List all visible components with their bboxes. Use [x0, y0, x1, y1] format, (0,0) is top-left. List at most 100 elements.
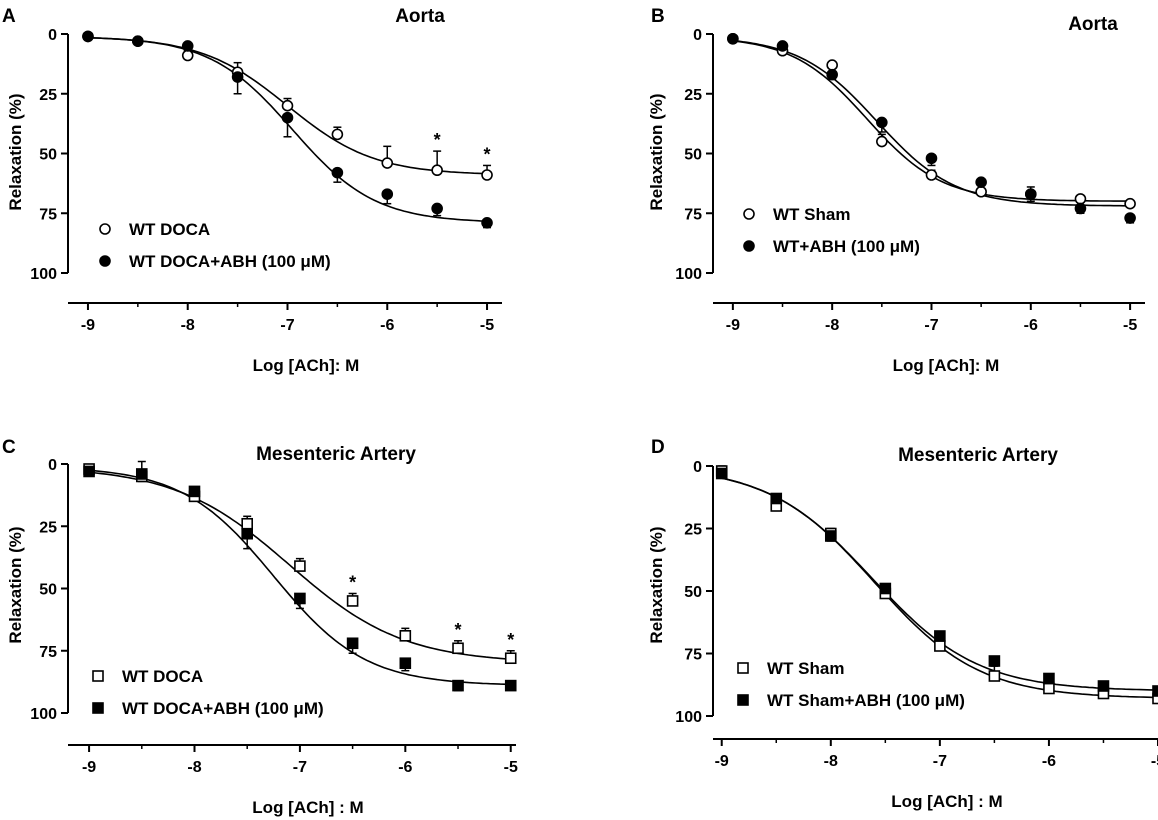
x-tick-label: -8 — [187, 759, 201, 776]
y-tick-label: 25 — [39, 87, 57, 104]
x-tick-label: -7 — [293, 759, 307, 776]
significance-asterisk: * — [349, 572, 356, 592]
chart-panel-b: B Aorta Relaxation (%) Log [ACh]: M 0 25 5… — [647, 6, 1145, 375]
legend-label: WT DOCA+ABH (100 μM) — [129, 252, 331, 271]
data-point-treated — [188, 485, 201, 498]
legend-marker — [99, 255, 111, 267]
y-tick-label: 75 — [39, 206, 57, 223]
x-axis-label: Log [ACh] : M — [252, 798, 363, 817]
x-tick-label: -9 — [82, 759, 96, 776]
legend-marker — [99, 223, 111, 235]
panel-letter: D — [651, 437, 665, 458]
data-point-control — [1124, 197, 1136, 210]
data-point-treated — [715, 467, 728, 480]
legend-marker — [737, 662, 749, 674]
chart-title: Mesenteric Artery — [256, 444, 416, 465]
data-point-treated — [294, 592, 306, 605]
data-point-treated — [879, 582, 892, 595]
chart-title: Aorta — [1068, 14, 1118, 35]
y-tick-label: 100 — [30, 706, 57, 723]
x-tick-label: -7 — [280, 317, 294, 334]
data-point-treated — [1074, 202, 1087, 215]
data-point-treated — [975, 176, 987, 188]
legend-label: WT+ABH (100 μM) — [773, 237, 920, 256]
data-point-control — [876, 135, 888, 148]
data-point-treated — [241, 527, 253, 540]
data-point-treated — [1043, 672, 1055, 685]
data-point-treated — [1097, 680, 1110, 692]
y-axis-label: Relaxation (%) — [6, 93, 25, 210]
chart-title: Mesenteric Artery — [898, 445, 1058, 466]
data-point-control — [1152, 692, 1158, 705]
data-point-control — [241, 517, 253, 530]
data-point-control — [1043, 682, 1055, 695]
y-tick-label: 50 — [39, 582, 57, 599]
x-tick-label: -5 — [1151, 753, 1158, 770]
legend-label: WT DOCA+ABH (100 μM) — [122, 699, 324, 718]
data-point-treated — [770, 492, 783, 505]
data-point-control — [181, 49, 194, 62]
legend-label: WT Sham — [767, 659, 844, 678]
chart-panel-d: D Mesenteric Artery Relaxation (%) Log [… — [647, 437, 1158, 811]
y-tick-label: 75 — [684, 206, 702, 223]
data-point-treated — [1152, 685, 1158, 697]
legend-label: WT DOCA — [129, 220, 210, 239]
legend-marker — [92, 670, 104, 682]
data-point-control — [481, 169, 493, 181]
x-tick-label: -9 — [81, 317, 95, 334]
data-point-treated — [826, 68, 838, 81]
data-point-control — [826, 59, 838, 71]
data-point-control — [281, 99, 294, 112]
x-tick-label: -8 — [181, 317, 195, 334]
y-tick-label: 75 — [39, 644, 57, 661]
data-point-treated — [132, 35, 144, 47]
data-point-treated — [1124, 212, 1136, 224]
panel-letter: B — [651, 6, 665, 27]
data-point-treated — [727, 32, 739, 45]
y-tick-label: 25 — [684, 522, 702, 539]
data-point-control — [988, 670, 1001, 682]
legend-marker — [743, 208, 755, 220]
data-point-treated — [934, 630, 946, 642]
x-tick-label: -8 — [824, 753, 838, 770]
y-tick-label: 75 — [684, 647, 702, 664]
x-tick-label: -7 — [933, 753, 947, 770]
x-tick-label: -5 — [480, 317, 494, 334]
y-tick-label: 100 — [30, 266, 57, 283]
x-tick-label: -6 — [380, 317, 394, 334]
data-point-treated — [776, 40, 789, 52]
y-tick-label: 25 — [39, 519, 57, 536]
panel-letter: C — [2, 437, 16, 458]
x-tick-label: -6 — [1042, 753, 1056, 770]
y-tick-label: 50 — [684, 584, 702, 601]
significance-asterisk: * — [484, 144, 491, 164]
data-point-control — [925, 169, 938, 181]
chart-panel-a: A Aorta Relaxation (%) Log [ACh]: M 0 25 5… — [2, 6, 502, 375]
y-tick-label: 0 — [48, 457, 57, 474]
fit-curve — [89, 471, 511, 660]
data-point-treated — [824, 530, 837, 542]
data-point-treated — [1024, 188, 1037, 200]
legend-marker — [743, 240, 755, 252]
y-tick-label: 100 — [675, 266, 702, 283]
x-axis-label: Log [ACh] : M — [891, 792, 1002, 811]
data-point-treated — [452, 679, 464, 692]
data-point-treated — [431, 202, 443, 215]
legend-marker — [737, 694, 749, 706]
x-axis-label: Log [ACh]: M — [893, 356, 1000, 375]
data-point-treated — [231, 71, 244, 83]
data-point-control — [452, 642, 464, 655]
data-point-control — [975, 185, 987, 198]
data-point-control — [1074, 193, 1087, 205]
data-point-control — [346, 595, 359, 607]
data-point-control — [399, 630, 412, 642]
legend-label: WT Sham+ABH (100 μM) — [767, 691, 965, 710]
data-point-treated — [281, 111, 294, 124]
y-tick-label: 0 — [48, 27, 57, 44]
data-point-control — [934, 640, 946, 652]
data-point-treated — [481, 217, 493, 229]
data-point-treated — [876, 116, 888, 129]
chart-title: Aorta — [395, 6, 445, 27]
y-tick-label: 0 — [693, 459, 702, 476]
